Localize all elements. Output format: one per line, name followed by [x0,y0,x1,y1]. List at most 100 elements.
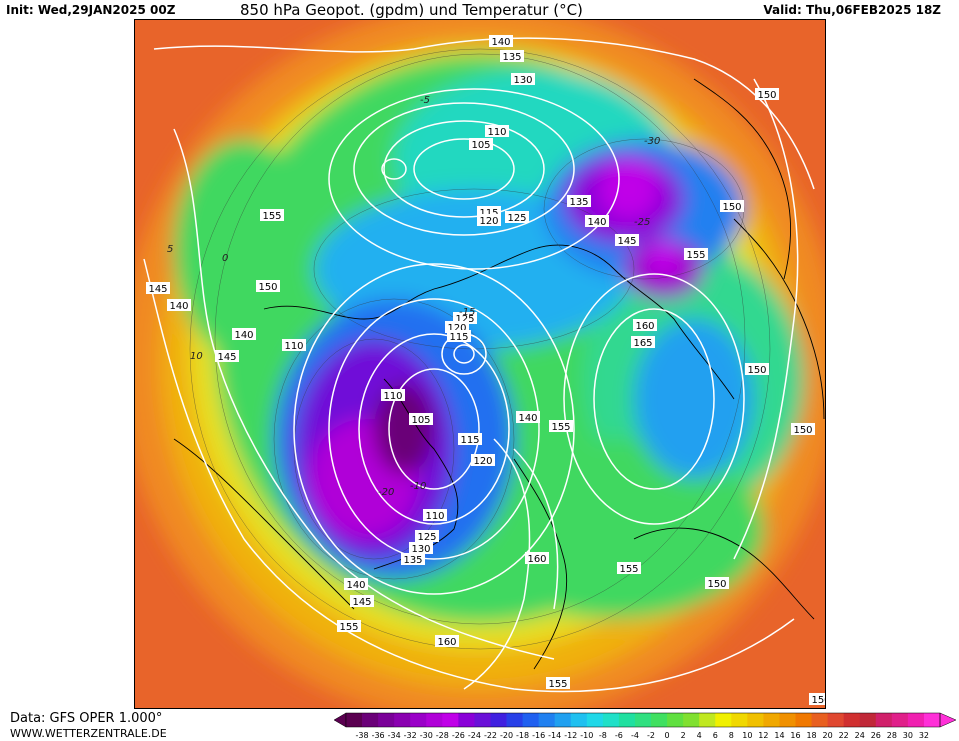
contour-label: 110 [423,509,447,522]
colorbar-tick-label: -26 [452,731,465,740]
isotherm-label: -20 [378,487,394,498]
colorbar-cell [346,713,363,727]
colorbar-tick-label: -2 [647,731,655,740]
colorbar-min-arrow [334,712,347,728]
colorbar-tick-label: -14 [548,731,561,740]
colorbar-cell [827,713,845,727]
colorbar-tick-label: 0 [665,731,670,740]
svg-text:150: 150 [258,282,277,293]
colorbar-tick-label: -22 [484,731,497,740]
contour-label: 155 [684,248,708,261]
svg-text:135: 135 [569,197,588,208]
svg-text:130: 130 [411,544,430,555]
colorbar-cell [362,713,379,727]
contour-label: 150 [720,200,744,213]
svg-text:110: 110 [487,127,506,138]
colorbar-cell [795,713,812,727]
colorbar-tick-label: 6 [713,731,718,740]
isotherm-label: 0 [222,253,228,264]
svg-text:145: 145 [217,352,236,363]
colorbar-tick-label: -34 [388,731,401,740]
contour-label: 150 [256,280,280,293]
colorbar-cell [651,713,668,727]
svg-text:145: 145 [617,236,636,247]
contour-label: 155 [260,209,284,222]
colorbar-cell [506,713,523,727]
colorbar-cell [699,713,716,727]
contour-label: 155 [546,677,570,690]
colorbar-tick-label: 22 [839,731,849,740]
data-source: Data: GFS OPER 1.000° [10,711,163,726]
contour-label: 130 [511,73,535,86]
colorbar-cell [715,713,732,727]
init-time: Init: Wed,29JAN2025 00Z [6,3,176,17]
colorbar-tick-label: 10 [742,731,752,740]
colorbar-tick-label: -38 [356,731,369,740]
contour-label: 115 [458,433,482,446]
colorbar-tick-label: 18 [806,731,816,740]
colorbar-tick-label: 26 [871,731,881,740]
contour-label: 110 [485,125,509,138]
svg-text:130: 130 [513,75,532,86]
svg-text:155: 155 [619,564,638,575]
svg-text:160: 160 [527,554,546,565]
colorbar-cell [442,713,459,727]
colorbar-tick-label: -4 [631,731,639,740]
colorbar-tick-label: 20 [823,731,833,740]
isotherm-label: -10 [410,481,426,492]
contour-label: 140 [516,411,540,424]
colorbar-tick-label: -6 [615,731,623,740]
isotherm-label: -30 [644,136,660,147]
contour-label: 155 [549,420,573,433]
colorbar-tick-label: -12 [564,731,577,740]
contour-label: 155 [337,620,361,633]
isotherm-label: -15 [459,307,475,318]
colorbar-cell [811,713,829,727]
svg-text:155: 155 [548,679,567,690]
colorbar-tick-label: 4 [697,731,702,740]
contour-label: 125 [505,211,529,224]
colorbar-tick-label: 28 [887,731,897,740]
contour-label: 150 [705,577,729,590]
colorbar-tick-label: 2 [681,731,686,740]
svg-text:135: 135 [502,52,521,63]
colorbar-tick-label: 24 [855,731,865,740]
colorbar-tick-label: -20 [500,731,513,740]
svg-text:110: 110 [284,341,303,352]
colorbar-cell [426,713,443,727]
colorbar-tick-label: -30 [420,731,433,740]
svg-text:140: 140 [234,330,253,341]
contour-label: 120 [471,454,495,467]
svg-text:145: 145 [148,284,167,295]
colorbar-tick-label: 14 [774,731,784,740]
contour-label: 145 [215,350,239,363]
contour-label: 135 [567,195,591,208]
contour-label: 150 [809,693,826,706]
contour-label: 160 [435,635,459,648]
colorbar-cell [683,713,700,727]
colorbar-cell [843,713,861,727]
svg-text:105: 105 [411,415,430,426]
contour-label: 140 [344,578,368,591]
svg-text:150: 150 [707,579,726,590]
colorbar-cell [907,713,925,727]
isotherm-label: -25 [634,217,650,228]
svg-text:120: 120 [447,323,466,334]
colorbar-cell [763,713,780,727]
colorbar-tick-label: -18 [516,731,529,740]
svg-text:115: 115 [449,332,468,343]
colorbar-cell [538,713,556,727]
contour-label: 140 [167,299,191,312]
colorbar-cell [522,713,540,727]
svg-text:115: 115 [479,208,498,219]
colorbar-cell [394,713,411,727]
contour-label: 120 [477,214,501,227]
coastlines [173,78,825,670]
colorbar-tick-label: -28 [436,731,449,740]
contour-label: 160 [525,552,549,565]
svg-text:105: 105 [471,140,490,151]
temperature-labels: -10 -5 -15 0 5 10 -20 -25 -30 [167,95,660,498]
colorbar-cell [474,713,491,727]
svg-text:145: 145 [352,597,371,608]
colorbar-cell [891,713,909,727]
